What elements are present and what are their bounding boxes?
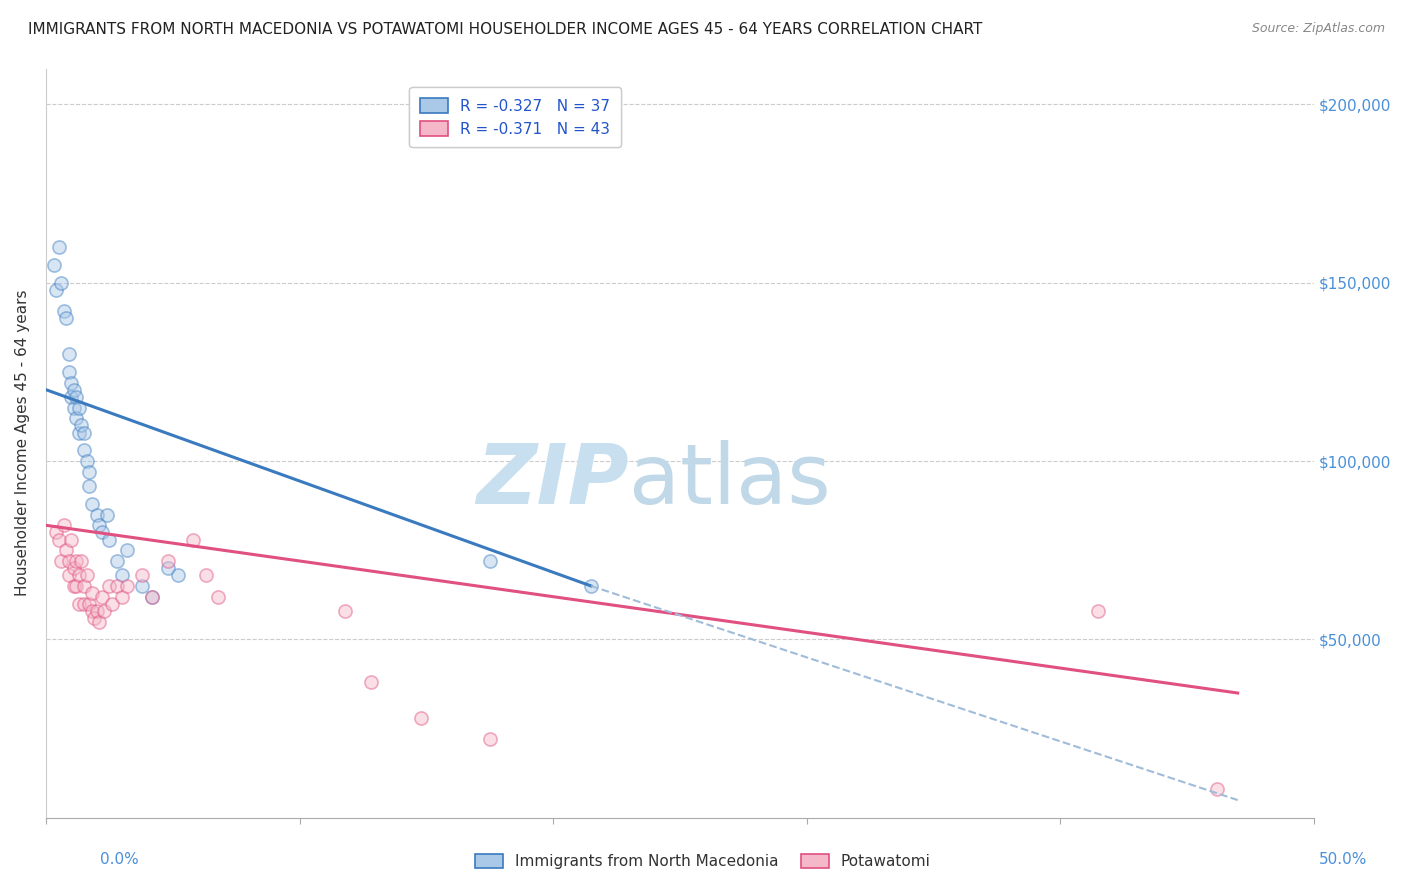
- Point: [73, 425, 96, 440]
- Point: [141, 590, 163, 604]
- Point: [67, 401, 90, 415]
- Point: [166, 568, 188, 582]
- Point: [70, 418, 93, 433]
- Text: IMMIGRANTS FROM NORTH MACEDONIA VS POTAWATOMI HOUSEHOLDER INCOME AGES 45 - 64 YE: IMMIGRANTS FROM NORTH MACEDONIA VS POTAW…: [28, 22, 983, 37]
- Point: [76, 454, 98, 468]
- Point: [115, 543, 138, 558]
- Point: [115, 579, 138, 593]
- Point: [58, 365, 80, 379]
- Point: [51, 276, 73, 290]
- Point: [45, 283, 67, 297]
- Point: [58, 347, 80, 361]
- Point: [478, 732, 501, 747]
- Point: [156, 561, 179, 575]
- Point: [52, 304, 75, 318]
- Text: 0.0%: 0.0%: [100, 852, 139, 867]
- Point: [98, 579, 121, 593]
- Text: atlas: atlas: [628, 440, 831, 521]
- Point: [156, 554, 179, 568]
- Point: [73, 443, 96, 458]
- Y-axis label: Householder Income Ages 45 - 64 years: Householder Income Ages 45 - 64 years: [15, 290, 30, 597]
- Point: [63, 383, 86, 397]
- Point: [73, 579, 96, 593]
- Point: [86, 508, 108, 522]
- Point: [73, 597, 96, 611]
- Point: [77, 479, 100, 493]
- Point: [52, 518, 75, 533]
- Point: [89, 615, 111, 629]
- Point: [63, 401, 86, 415]
- Point: [65, 390, 87, 404]
- Point: [77, 465, 100, 479]
- Point: [77, 597, 100, 611]
- Point: [48, 240, 70, 254]
- Legend: R = -0.327   N = 37, R = -0.371   N = 43: R = -0.327 N = 37, R = -0.371 N = 43: [409, 87, 620, 147]
- Point: [58, 554, 80, 568]
- Point: [80, 497, 103, 511]
- Point: [98, 533, 121, 547]
- Point: [67, 425, 90, 440]
- Point: [55, 543, 77, 558]
- Point: [333, 604, 356, 618]
- Point: [111, 590, 134, 604]
- Point: [101, 597, 124, 611]
- Legend: Immigrants from North Macedonia, Potawatomi: Immigrants from North Macedonia, Potawat…: [470, 847, 936, 875]
- Point: [86, 604, 108, 618]
- Point: [65, 554, 87, 568]
- Point: [360, 675, 382, 690]
- Point: [67, 597, 90, 611]
- Point: [83, 611, 105, 625]
- Point: [141, 590, 163, 604]
- Point: [478, 554, 501, 568]
- Point: [96, 508, 118, 522]
- Point: [411, 711, 433, 725]
- Point: [51, 554, 73, 568]
- Point: [70, 554, 93, 568]
- Point: [67, 568, 90, 582]
- Point: [58, 568, 80, 582]
- Point: [1087, 604, 1109, 618]
- Point: [80, 586, 103, 600]
- Point: [1206, 782, 1229, 797]
- Point: [80, 604, 103, 618]
- Point: [105, 554, 128, 568]
- Point: [76, 568, 98, 582]
- Point: [45, 525, 67, 540]
- Text: 50.0%: 50.0%: [1319, 852, 1367, 867]
- Point: [181, 533, 204, 547]
- Point: [90, 525, 112, 540]
- Point: [55, 311, 77, 326]
- Text: Source: ZipAtlas.com: Source: ZipAtlas.com: [1251, 22, 1385, 36]
- Point: [93, 604, 115, 618]
- Point: [60, 376, 83, 390]
- Text: ZIP: ZIP: [477, 440, 628, 521]
- Point: [90, 590, 112, 604]
- Point: [65, 579, 87, 593]
- Point: [60, 533, 83, 547]
- Point: [131, 568, 153, 582]
- Point: [63, 561, 86, 575]
- Point: [48, 533, 70, 547]
- Point: [42, 258, 65, 272]
- Point: [65, 411, 87, 425]
- Point: [60, 390, 83, 404]
- Point: [63, 579, 86, 593]
- Point: [194, 568, 217, 582]
- Point: [131, 579, 153, 593]
- Point: [89, 518, 111, 533]
- Point: [579, 579, 602, 593]
- Point: [105, 579, 128, 593]
- Point: [207, 590, 229, 604]
- Point: [111, 568, 134, 582]
